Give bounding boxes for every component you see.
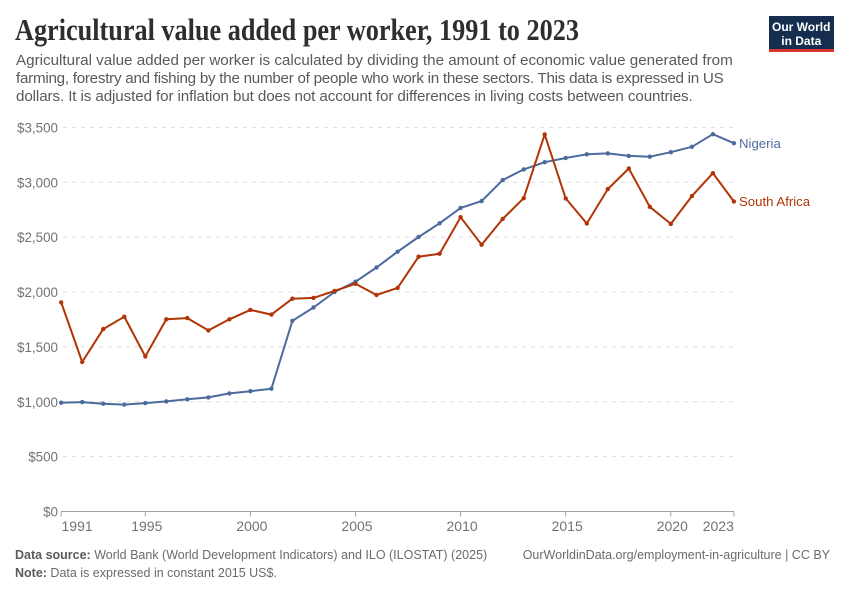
svg-text:2010: 2010: [447, 518, 478, 534]
svg-text:$2,000: $2,000: [17, 285, 58, 300]
svg-text:2020: 2020: [657, 518, 688, 534]
svg-text:$0: $0: [43, 505, 58, 520]
svg-text:$3,500: $3,500: [17, 121, 58, 136]
svg-text:Nigeria: Nigeria: [739, 136, 781, 151]
svg-text:1995: 1995: [131, 518, 162, 534]
svg-text:$2,500: $2,500: [17, 230, 58, 245]
svg-text:2005: 2005: [341, 518, 372, 534]
svg-text:$1,500: $1,500: [17, 340, 58, 355]
svg-text:2015: 2015: [552, 518, 583, 534]
svg-text:2000: 2000: [236, 518, 267, 534]
svg-text:South Africa: South Africa: [739, 194, 811, 209]
svg-text:$500: $500: [28, 450, 58, 465]
svg-text:1991: 1991: [62, 518, 93, 534]
svg-text:2023: 2023: [703, 518, 734, 534]
svg-text:$3,000: $3,000: [17, 175, 58, 190]
svg-text:$1,000: $1,000: [17, 395, 58, 410]
